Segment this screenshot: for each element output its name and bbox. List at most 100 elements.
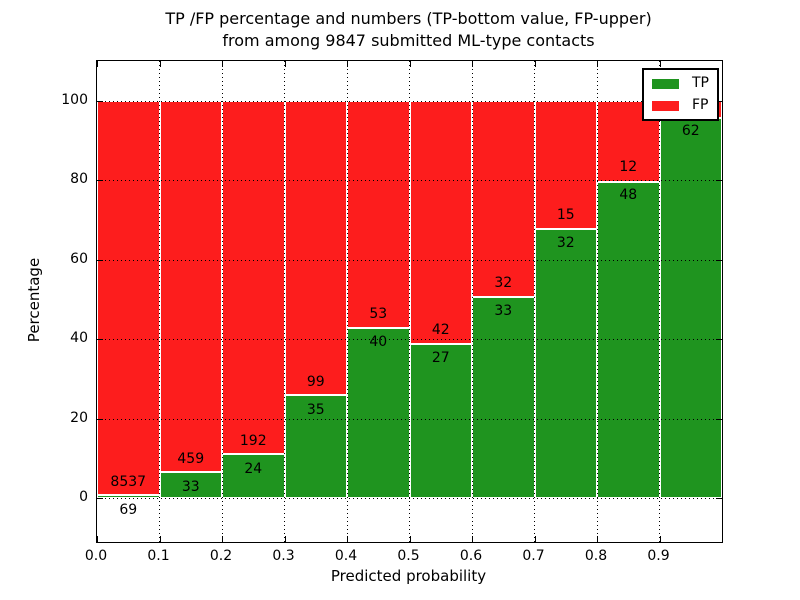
tick-mark-right (716, 259, 722, 261)
legend-label-tp: TP (692, 75, 709, 91)
gridline-v (471, 61, 473, 542)
tick-mark-bottom (597, 536, 598, 542)
bar-count-label-tp: 69 (119, 502, 138, 519)
gridline-v (221, 61, 223, 542)
tick-mark-left (97, 180, 103, 182)
chart-title: TP /FP percentage and numbers (TP-bottom… (96, 8, 721, 52)
bar-labels-layer: 8537 69 459 33 192 24 99 35 53 40 42 27 32 33 15 32 12 48… (97, 61, 722, 542)
tick-mark-right (716, 100, 722, 102)
tick-mark-bottom (347, 536, 348, 542)
tick-mark-left (97, 339, 103, 341)
chart-title-line2: from among 9847 submitted ML-type contac… (222, 31, 595, 50)
bar-count-label-fp: 12 (619, 159, 638, 176)
bar-count-label-tp: 32 (556, 234, 575, 251)
tick-mark-bottom (534, 536, 536, 542)
bar-count-label-tp: 40 (369, 334, 388, 351)
y-tick-label: 80 (70, 171, 88, 188)
bar-segment-tp (660, 116, 721, 498)
bar-count-label-fp: 459 (177, 450, 205, 467)
gridline-v (659, 61, 660, 542)
bar-segment-tp (285, 394, 346, 498)
bar-count-label-fp: 42 (431, 321, 450, 338)
legend-label-fp: FP (692, 97, 709, 113)
x-tick-label: 0.5 (397, 548, 420, 564)
y-tick-label: 60 (70, 250, 88, 267)
tick-mark-top (722, 61, 723, 67)
x-tick-label: 0.6 (459, 548, 483, 564)
gridline-v (596, 61, 598, 542)
legend-item-tp: TP (652, 76, 709, 91)
tick-mark-left (97, 418, 103, 420)
bar-5 (409, 100, 472, 499)
tick-mark-bottom (159, 536, 161, 542)
chart-title-line1: TP /FP percentage and numbers (TP-bottom… (165, 9, 652, 28)
gridline-v (534, 61, 535, 542)
x-tick-label: 0.9 (647, 548, 670, 564)
tick-mark-bottom (472, 536, 473, 542)
x-tick-label: 0.3 (272, 548, 295, 564)
tick-mark-top (534, 61, 536, 67)
x-tick-label: 0.2 (209, 548, 233, 564)
bar-0 (97, 100, 160, 499)
bar-2 (222, 100, 285, 499)
bar-segment-tp (160, 470, 221, 498)
bar-7 (534, 100, 597, 499)
tick-mark-left (97, 100, 103, 102)
bar-count-label-tp: 35 (306, 401, 325, 418)
gridline-v (284, 61, 285, 542)
x-tick-label: 0.4 (334, 548, 358, 564)
tick-mark-right (716, 339, 722, 341)
tick-mark-bottom (97, 536, 98, 542)
bar-count-label-fp: 15 (556, 206, 575, 223)
y-tick-label: 0 (79, 489, 88, 506)
tick-mark-top (97, 61, 98, 67)
tick-mark-right (716, 418, 722, 420)
bar-1 (159, 100, 222, 499)
y-tick-label: 100 (61, 91, 88, 108)
tick-mark-top (284, 61, 286, 67)
tick-mark-right (716, 498, 722, 500)
tick-mark-bottom (659, 536, 661, 542)
legend: TP FP (642, 68, 719, 121)
tick-mark-top (347, 61, 348, 67)
bars-layer (97, 61, 722, 542)
x-tick-label: 0.7 (522, 548, 545, 564)
bar-count-label-tp: 62 (681, 122, 700, 139)
legend-item-fp: FP (652, 98, 709, 113)
bar-count-label-fp: 99 (306, 373, 325, 390)
plot-area: 8537 69 459 33 192 24 99 35 53 40 42 27 32 33 15 32 12 48… (96, 60, 723, 543)
bar-4 (347, 100, 410, 499)
ticks-layer (97, 61, 723, 542)
x-axis-label: Predicted probability (330, 567, 487, 585)
bar-count-label-tp: 33 (494, 303, 513, 320)
tick-mark-bottom (722, 536, 723, 542)
bar-count-label-fp: 53 (369, 306, 388, 323)
tick-mark-top (159, 61, 161, 67)
grid-layer (97, 61, 722, 542)
tick-mark-top (472, 61, 473, 67)
legend-swatch-tp-icon (652, 78, 679, 89)
tick-mark-bottom (222, 536, 223, 542)
bar-count-label-fp: 8537 (110, 474, 147, 491)
bar-count-label-tp: 24 (244, 461, 263, 478)
bar-segment-tp (223, 453, 284, 498)
tick-mark-left (97, 259, 103, 261)
y-tick-label: 40 (70, 330, 88, 347)
bar-9 (659, 100, 722, 499)
bar-6 (472, 100, 535, 499)
gridline-v (409, 61, 410, 542)
x-tick-label: 0.0 (84, 548, 108, 564)
bar-segment-tp (473, 296, 534, 498)
tick-mark-bottom (409, 536, 411, 542)
bar-segment-tp (598, 180, 659, 498)
bar-count-label-fp: 192 (239, 433, 267, 450)
x-tick-label: 0.1 (147, 548, 170, 564)
gridline-v (159, 61, 160, 542)
tick-mark-top (597, 61, 598, 67)
legend-swatch-fp-icon (652, 100, 679, 111)
tick-mark-right (716, 180, 722, 182)
bar-8 (597, 100, 660, 499)
bar-3 (284, 100, 347, 499)
tick-mark-bottom (284, 536, 286, 542)
tick-mark-left (97, 498, 103, 500)
